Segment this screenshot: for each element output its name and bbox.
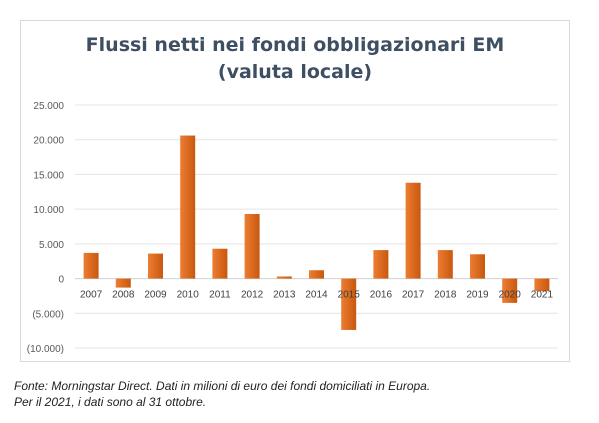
x-tick-label: 2020	[499, 290, 522, 301]
x-tick-label: 2019	[466, 290, 489, 301]
x-tick-label: 2011	[209, 290, 231, 301]
bar-2008	[115, 278, 131, 288]
y-axis-ticks: 25.000 20.000 15.000 10.000 5.000 0 (5.000) (10…	[27, 101, 65, 355]
bar-2012	[244, 214, 260, 279]
footnote-note: Per il 2021, i dati sono al 31 ottobre.	[14, 395, 207, 409]
x-tick-label: 2013	[273, 290, 296, 301]
chart-title-line-2: (valuta locale)	[217, 61, 373, 83]
footnote-source: Fonte: Morningstar Direct. Dati in milio…	[14, 379, 431, 393]
x-axis-ticks: 2007 2008 2009 2010 2011 2012 2013 2014 2015 2016…	[80, 290, 553, 301]
bar-2016	[373, 250, 389, 279]
bar-2021	[534, 278, 550, 292]
x-tick-label: 2017	[402, 290, 425, 301]
bar-2009	[148, 253, 163, 279]
x-tick-label: 2012	[241, 290, 264, 301]
x-tick-label: 2021	[531, 290, 554, 301]
bar-2011	[212, 248, 228, 279]
y-tick-label: (5.000)	[32, 309, 64, 320]
bar-2020	[502, 278, 518, 303]
bar-2014	[309, 270, 324, 279]
bar-2013	[276, 276, 292, 279]
y-tick-label: 0	[58, 275, 64, 286]
x-tick-label: 2014	[305, 290, 328, 301]
x-tick-label: 2010	[177, 290, 200, 301]
bar-2015	[341, 278, 357, 330]
x-tick-label: 2018	[434, 290, 457, 301]
chart-title-line-1: Flussi netti nei fondi obbligazionari EM	[85, 34, 505, 56]
bar-2017	[405, 182, 421, 279]
footnote: Fonte: Morningstar Direct. Dati in milio…	[14, 378, 430, 410]
gridlines	[75, 104, 558, 349]
bars	[83, 135, 550, 330]
y-tick-label: 20.000	[33, 136, 64, 147]
bar-2019	[470, 254, 485, 279]
y-tick-label: (10.000)	[27, 344, 64, 355]
chart-frame	[20, 20, 570, 362]
y-tick-label: 5.000	[39, 240, 64, 251]
x-tick-label: 2016	[370, 290, 393, 301]
y-tick-label: 10.000	[33, 205, 64, 216]
x-tick-label: 2007	[80, 290, 103, 301]
y-tick-label: 25.000	[33, 101, 64, 112]
bar-2018	[437, 250, 453, 279]
bar-2007	[83, 252, 99, 279]
x-tick-label: 2009	[144, 290, 167, 301]
chart-title: Flussi netti nei fondi obbligazionari EM…	[20, 32, 570, 86]
bar-2010	[180, 135, 196, 279]
y-tick-label: 15.000	[33, 170, 64, 181]
x-tick-label: 2008	[112, 290, 135, 301]
x-tick-label: 2015	[338, 290, 361, 301]
